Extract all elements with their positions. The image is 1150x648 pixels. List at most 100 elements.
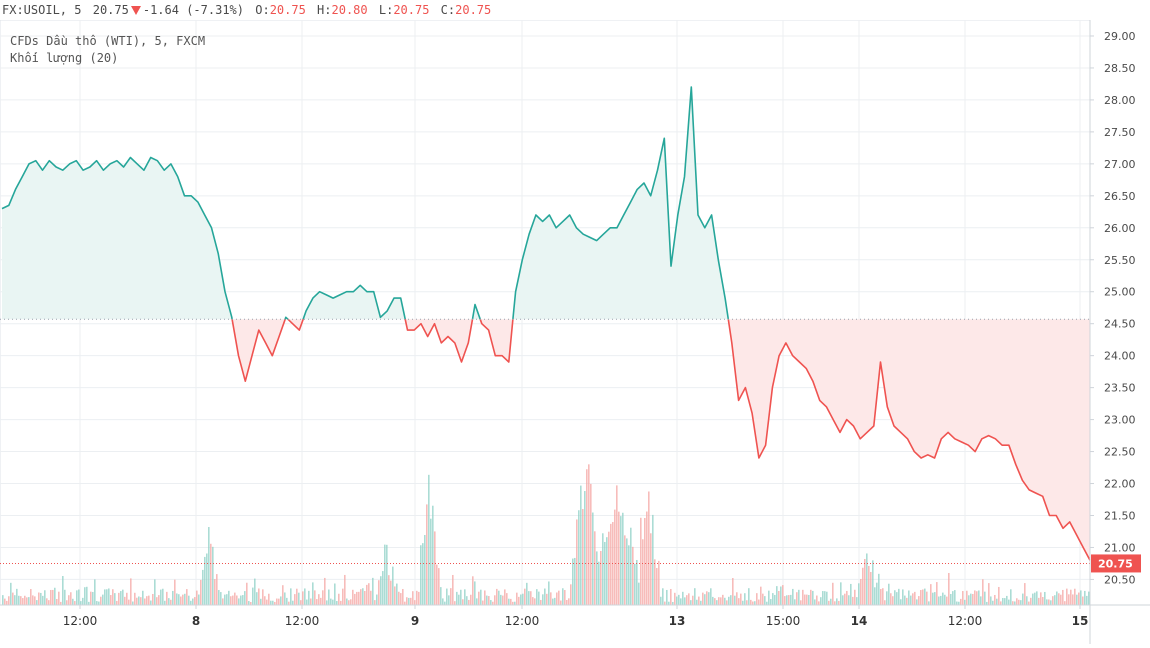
volume-bar: [260, 598, 262, 605]
volume-bar: [1006, 595, 1008, 605]
volume-bar: [592, 512, 594, 605]
volume-bar: [162, 588, 164, 605]
volume-bar: [744, 593, 746, 605]
volume-bar: [568, 598, 570, 605]
volume-bar: [804, 594, 806, 605]
volume-bar: [584, 491, 586, 605]
volume-bar: [854, 589, 856, 605]
volume-bar: [442, 598, 444, 605]
volume-bar: [474, 581, 476, 605]
volume-bar: [92, 591, 94, 605]
volume-bar: [948, 572, 950, 605]
volume-bar: [224, 594, 226, 605]
volume-bar: [20, 596, 22, 605]
volume-bar: [108, 588, 110, 605]
volume-bar: [184, 593, 186, 605]
volume-bar: [586, 469, 588, 605]
volume-bar: [940, 595, 942, 605]
volume-bar: [892, 596, 894, 605]
volume-bar: [890, 593, 892, 605]
price-axis[interactable]: 29.00 28.50 28.00 27.50 27.00 26.50 26.00 25.50…: [1089, 20, 1141, 644]
high-label: H:: [317, 3, 332, 17]
volume-bar: [700, 600, 702, 605]
volume-bar: [590, 483, 592, 605]
volume-bar: [810, 589, 812, 605]
volume-bar: [1004, 598, 1006, 605]
volume-bar: [484, 590, 486, 605]
volume-bar: [558, 590, 560, 605]
volume-bar: [448, 595, 450, 605]
volume-bar: [1000, 601, 1002, 605]
volume-bar: [616, 485, 618, 605]
volume-bar: [690, 600, 692, 605]
volume-bar: [200, 579, 202, 605]
volume-bar: [468, 599, 470, 605]
volume-bar: [300, 600, 302, 605]
volume-bar: [490, 600, 492, 605]
volume-bar: [48, 600, 50, 605]
volume-bar: [576, 519, 578, 605]
volume-bar: [110, 595, 112, 605]
volume-bar: [252, 587, 254, 605]
y-tick-label: 24.00: [1104, 350, 1136, 363]
volume-bar: [626, 538, 628, 605]
last-price-label: 20.75: [1098, 557, 1133, 570]
volume-bar: [726, 600, 728, 605]
series-title[interactable]: CFDs Dầu thô (WTI), 5, FXCM: [10, 34, 206, 48]
volume-bar: [814, 599, 816, 605]
volume-bar: [50, 589, 52, 605]
price-line-up: [302, 284, 406, 320]
x-tick-label: 12:00: [285, 614, 320, 628]
volume-bar: [190, 600, 192, 605]
volume-bar: [166, 591, 168, 605]
volume-bar: [480, 589, 482, 605]
volume-bar: [106, 589, 108, 605]
volume-bar: [532, 597, 534, 605]
volume-bar: [452, 574, 454, 605]
volume-bar: [16, 588, 18, 605]
volume-bar: [638, 582, 640, 605]
volume-bar: [288, 601, 290, 605]
volume-bar: [588, 464, 590, 605]
volume-bar: [728, 596, 730, 605]
volume-bar: [178, 594, 180, 605]
volume-bar: [606, 537, 608, 605]
volume-bar: [864, 558, 866, 605]
volume-bar: [330, 598, 332, 605]
volume-bar: [512, 601, 514, 605]
volume-bar: [1084, 590, 1086, 605]
volume-bar: [120, 591, 122, 605]
volume-bar: [960, 598, 962, 605]
volume-bar: [542, 594, 544, 605]
volume-bar: [996, 598, 998, 605]
volume-bar: [566, 599, 568, 605]
volume-title[interactable]: Khối lượng (20): [10, 51, 119, 65]
volume-bar: [722, 594, 724, 605]
volume-bar: [912, 593, 914, 605]
volume-bar: [270, 600, 272, 605]
volume-bar: [828, 600, 830, 605]
volume-bar: [418, 591, 420, 605]
volume-bar: [1014, 601, 1016, 605]
volume-bar: [1018, 599, 1020, 605]
volume-bar: [672, 601, 674, 605]
volume-bar: [900, 599, 902, 605]
volume-bar: [302, 591, 304, 605]
volume-bar: [470, 594, 472, 605]
volume-bar: [618, 511, 620, 605]
volume-bar: [924, 588, 926, 605]
volume-bar: [170, 599, 172, 605]
volume-bar: [382, 571, 384, 605]
volume-bar: [692, 595, 694, 605]
volume-bar: [52, 589, 54, 605]
volume-bar: [124, 596, 126, 605]
volume-bar: [550, 592, 552, 605]
volume-bar: [118, 592, 120, 605]
x-tick-label: 13: [669, 614, 686, 628]
volume-bar: [840, 582, 842, 605]
volume-bar: [714, 598, 716, 605]
time-axis[interactable]: 12:00 8 12:00 9 12:00 13 15:00 14 12:00 15: [0, 604, 1150, 628]
volume-bar: [234, 592, 236, 605]
